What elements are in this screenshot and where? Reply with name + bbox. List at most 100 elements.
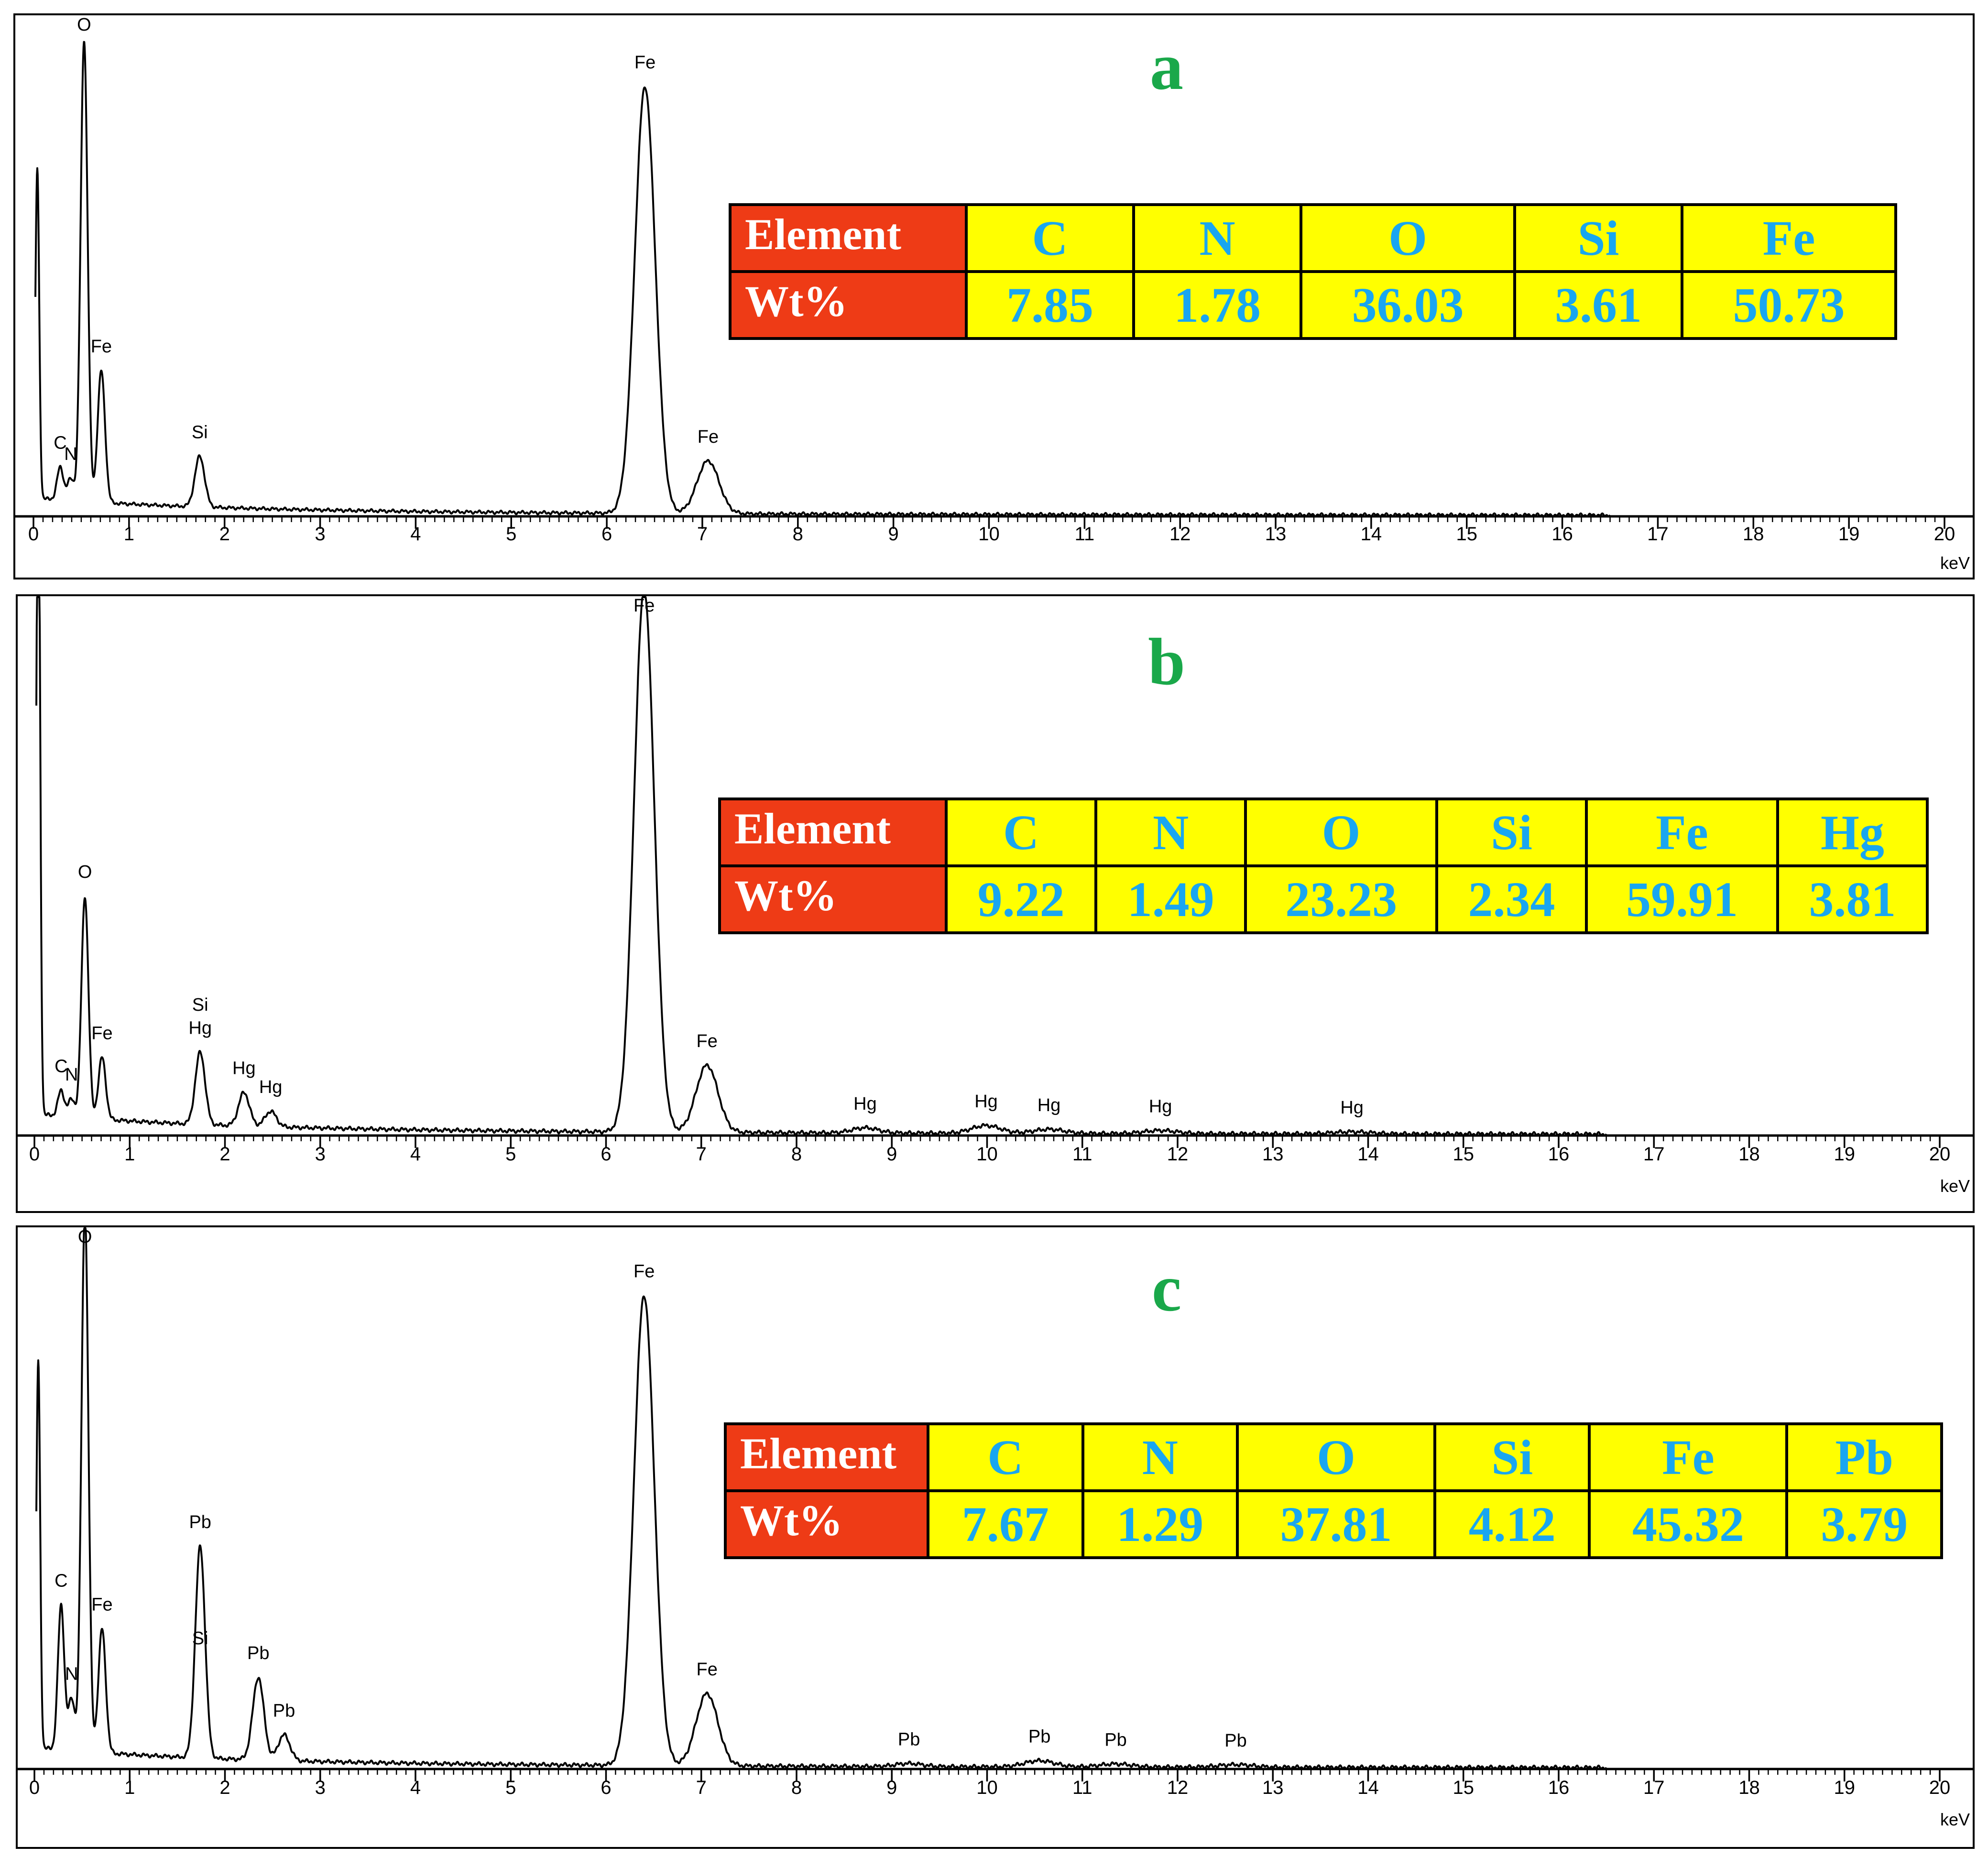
x-unit-label: keV (1940, 1810, 1970, 1829)
peak-label: Pb (1224, 1731, 1246, 1751)
table-header-element: Element (724, 1422, 929, 1492)
panel-label-c: c (1151, 1251, 1182, 1325)
wt-cell: 23.23 (1244, 864, 1438, 934)
x-tick-label: 3 (315, 524, 325, 545)
x-tick-label: 4 (410, 524, 421, 545)
peak-label: Si (192, 995, 208, 1015)
spectrum-panel-c: 0 1 2 3 4 5 6 7 8 9 10 11 12 13 14 15 16 17 18 19 20 keV C N O Fe… (0, 1219, 1988, 1853)
peak-label: C (54, 433, 66, 453)
x-tick-label: 20 (1929, 1777, 1951, 1798)
element-cell: Si (1435, 797, 1588, 867)
x-tick-label: 19 (1834, 1144, 1856, 1165)
peak-label: Fe (91, 1023, 112, 1043)
spectrum-panel-a: 0 1 2 3 4 5 6 7 8 9 10 11 12 13 14 15 16 17 18 19 20 keV C N O Fe… (0, 0, 1988, 588)
element-cell: Si (1433, 1422, 1591, 1492)
element-cell: N (1081, 1422, 1239, 1492)
element-cell: N (1132, 203, 1303, 273)
x-tick-label: 16 (1551, 524, 1573, 545)
x-tick-label: 6 (601, 1144, 611, 1165)
x-tick-label: 18 (1738, 1777, 1760, 1798)
element-cell: C (964, 203, 1136, 273)
x-tick-label: 15 (1453, 1144, 1475, 1165)
panel-label-a: a (1150, 30, 1183, 104)
x-tick-label: 9 (886, 1144, 897, 1165)
wt-cell: 50.73 (1681, 270, 1897, 340)
element-cell: O (1300, 203, 1517, 273)
peak-label: Pb (273, 1701, 295, 1721)
x-tick-label: 9 (888, 524, 899, 545)
x-tick-label: 18 (1743, 524, 1764, 545)
x-tick-label: 9 (886, 1777, 897, 1798)
x-tick-label: 14 (1357, 1144, 1379, 1165)
spectrum-chart-b: 0 1 2 3 4 5 6 7 8 9 10 11 12 13 14 15 16 17 18 19 20keVCNOFe… (16, 594, 1975, 1213)
panel-label-b: b (1148, 625, 1185, 699)
x-tick-label: 5 (505, 1144, 516, 1165)
x-tick-label: 4 (410, 1144, 421, 1165)
table-row-wt: Wt% 7.85 1.78 36.03 3.61 50.73 (729, 270, 1897, 340)
x-tick-label: 13 (1262, 1777, 1284, 1798)
x-tick-label: 2 (219, 1777, 230, 1798)
plot-frame (16, 1225, 1975, 1849)
x-tick-label: 8 (793, 524, 803, 545)
x-tick-label: 16 (1548, 1777, 1570, 1798)
x-tick-label: 6 (601, 524, 612, 545)
table-header-wt: Wt% (724, 1489, 929, 1559)
peak-label: Pb (898, 1729, 920, 1749)
x-tick-label: 14 (1357, 1777, 1379, 1798)
x-tick-label: 6 (601, 1777, 611, 1798)
peak-label: Hg (232, 1059, 256, 1079)
peak-label: Hg (1149, 1097, 1172, 1117)
x-tick-label: 15 (1453, 1777, 1475, 1798)
peak-label: Fe (697, 1660, 718, 1680)
x-tick-label: 19 (1838, 524, 1860, 545)
composition-table-c: Element C N O Si Fe Pb Wt% 7.67 1.29 37.… (724, 1422, 1943, 1559)
x-tick-label: 12 (1169, 524, 1191, 545)
x-unit-label: keV (1940, 553, 1970, 573)
x-tick-label: 0 (29, 1777, 40, 1798)
element-cell: C (944, 797, 1098, 867)
x-tick-label: 3 (315, 1144, 326, 1165)
x-tick-label: 7 (696, 1144, 707, 1165)
table-header-wt: Wt% (718, 864, 948, 934)
peak-label: Fe (634, 53, 655, 73)
element-cell: Pb (1785, 1422, 1943, 1492)
peak-label: Pb (1028, 1727, 1050, 1747)
table-header-wt: Wt% (729, 270, 968, 340)
wt-cell: 3.61 (1513, 270, 1684, 340)
wt-cell: 45.32 (1588, 1489, 1789, 1559)
peak-label: Fe (697, 1031, 718, 1051)
element-cell: Si (1513, 203, 1684, 273)
wt-cell: 1.29 (1081, 1489, 1239, 1559)
x-tick-label: 16 (1548, 1144, 1570, 1165)
element-cell: Fe (1588, 1422, 1789, 1492)
x-tick-label: 12 (1167, 1777, 1189, 1798)
spectrum-line (35, 596, 1607, 1136)
x-tick-label: 11 (1072, 1144, 1092, 1165)
spectrum-chart-c: 0 1 2 3 4 5 6 7 8 9 10 11 12 13 14 15 16 17 18 19 20keVCNOFe… (16, 1225, 1975, 1849)
x-tick-label: 11 (1072, 1777, 1092, 1798)
peak-label: Fe (91, 1595, 112, 1615)
element-cell: Fe (1681, 203, 1897, 273)
peak-label: Hg (1038, 1095, 1061, 1115)
peak-label: Fe (91, 337, 112, 357)
x-tick-label: 5 (505, 1777, 516, 1798)
x-tick-label: 13 (1265, 524, 1287, 545)
element-cell: N (1094, 797, 1247, 867)
x-tick-label: 2 (219, 524, 230, 545)
peak-label: Hg (853, 1094, 877, 1114)
plot-frame (16, 594, 1975, 1213)
wt-cell: 3.79 (1785, 1489, 1943, 1559)
wt-cell: 7.85 (964, 270, 1136, 340)
peak-label: Pb (1104, 1730, 1126, 1750)
peak-label: O (78, 862, 92, 882)
table-row-wt: Wt% 9.22 1.49 23.23 2.34 59.91 3.81 (718, 864, 1929, 934)
table-row-element: Element C N O Si Fe Hg (718, 797, 1929, 867)
x-tick-label: 3 (315, 1777, 326, 1798)
peak-label: O (77, 15, 91, 35)
peak-label: C (55, 1571, 67, 1591)
x-tick-label: 4 (410, 1777, 421, 1798)
x-tick-label: 15 (1456, 524, 1478, 545)
wt-cell: 36.03 (1300, 270, 1517, 340)
x-tick-label: 13 (1262, 1144, 1284, 1165)
composition-table-b: Element C N O Si Fe Hg Wt% 9.22 1.49 23.… (718, 797, 1929, 934)
